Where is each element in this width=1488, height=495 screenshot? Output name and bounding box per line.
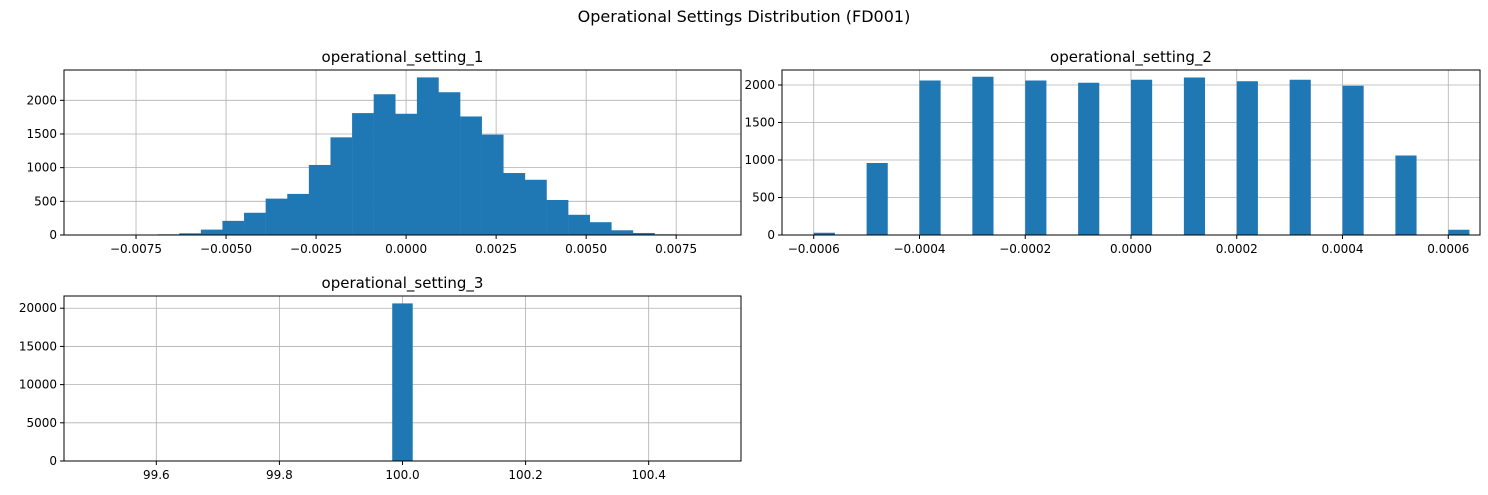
subplot-title: operational_setting_3 xyxy=(322,274,484,293)
histogram-bar xyxy=(611,230,634,235)
histogram-bar xyxy=(813,232,835,235)
y-tick-label: 0 xyxy=(49,228,57,242)
subplot-title: operational_setting_1 xyxy=(322,48,484,67)
histogram-bar xyxy=(416,77,439,235)
histogram-bar xyxy=(1131,79,1153,235)
subplot-1: −0.0075 −0.0050 −0.0025 0.0000 0.0025 0.0050 0… xyxy=(26,48,742,256)
subplot-2: −0.0006 −0.0004 −0.0002 0.0000 0.0002 0.0004 0… xyxy=(744,48,1481,256)
y-tick-label: 5000 xyxy=(26,416,57,430)
x-tick-label: 99.6 xyxy=(143,468,170,482)
y-tick-label: 500 xyxy=(752,191,775,205)
histogram-bar xyxy=(287,193,310,235)
histogram-bar xyxy=(1236,81,1258,235)
x-tick-label: 0.0050 xyxy=(565,242,607,256)
x-tick-label: 0.0025 xyxy=(475,242,517,256)
x-tick-label: 0.0000 xyxy=(385,242,427,256)
histogram-bar xyxy=(308,164,331,235)
histogram-bar xyxy=(1342,85,1364,235)
histogram-bar xyxy=(919,80,941,235)
histogram-bar xyxy=(200,229,223,235)
histogram-bar xyxy=(392,303,413,461)
x-tick-label: 100.2 xyxy=(508,468,542,482)
x-tick-label: 0.0000 xyxy=(1110,242,1152,256)
subplot-3: 99.6 99.8 100.0 100.2 100.4 0 5000 10000 15000 20… xyxy=(19,274,742,482)
axes-frame xyxy=(63,69,742,236)
y-tick-label: 10000 xyxy=(19,378,57,392)
histogram-bar xyxy=(866,163,888,235)
x-tick-label: 0.0075 xyxy=(655,242,697,256)
x-tick-label: 0.0002 xyxy=(1216,242,1258,256)
y-tick-label: 1000 xyxy=(744,153,775,167)
y-tick-label: 2000 xyxy=(26,93,57,107)
histogram-bar xyxy=(972,76,994,235)
x-tick-label: −0.0050 xyxy=(200,242,252,256)
x-tick-label: −0.0004 xyxy=(893,242,945,256)
x-tick-label: −0.0075 xyxy=(110,242,162,256)
histogram-bar xyxy=(524,179,547,235)
figure-suptitle: Operational Settings Distribution (FD001… xyxy=(577,7,911,26)
x-tick-label: 0.0006 xyxy=(1427,242,1469,256)
y-tick-label: 2000 xyxy=(744,78,775,92)
y-tick-label: 1500 xyxy=(744,116,775,130)
x-tick-label: −0.0002 xyxy=(999,242,1051,256)
y-tick-label: 1000 xyxy=(26,161,57,175)
histogram-bar xyxy=(568,214,590,235)
y-tick-label: 0 xyxy=(767,228,775,242)
histogram-bar xyxy=(1183,77,1206,235)
histogram-bar xyxy=(352,113,374,235)
histogram-bar xyxy=(438,92,461,235)
histogram-bar xyxy=(589,222,612,235)
x-tick-label: 0.0004 xyxy=(1322,242,1364,256)
histogram-bar xyxy=(503,173,526,235)
subplot-title: operational_setting_2 xyxy=(1050,48,1212,67)
histogram-bar xyxy=(1395,155,1417,235)
histogram-bar xyxy=(222,220,245,235)
histogram-bar xyxy=(1025,80,1047,235)
y-tick-label: 15000 xyxy=(19,339,57,353)
histogram-bar xyxy=(546,199,569,235)
histogram-bar xyxy=(395,113,418,235)
histogram-bar xyxy=(1078,82,1100,235)
x-tick-label: −0.0025 xyxy=(290,242,342,256)
y-tick-label: 20000 xyxy=(19,301,57,315)
histogram-bar xyxy=(179,233,202,235)
x-tick-label: 100.4 xyxy=(632,468,666,482)
histogram-bar xyxy=(632,232,655,235)
histogram-bar xyxy=(481,134,504,235)
histogram-bar xyxy=(1289,79,1311,235)
x-tick-label: 99.8 xyxy=(266,468,293,482)
histogram-bar xyxy=(460,116,482,235)
x-tick-label: 100.0 xyxy=(385,468,419,482)
x-tick-label: −0.0006 xyxy=(788,242,840,256)
histogram-bar xyxy=(330,137,353,235)
histogram-bar xyxy=(1448,229,1470,235)
histogram-bar xyxy=(265,198,288,235)
y-tick-label: 500 xyxy=(34,194,57,208)
histogram-bar xyxy=(373,94,396,235)
y-tick-label: 1500 xyxy=(26,127,57,141)
histogram-bar xyxy=(244,212,266,235)
y-tick-label: 0 xyxy=(49,454,57,468)
